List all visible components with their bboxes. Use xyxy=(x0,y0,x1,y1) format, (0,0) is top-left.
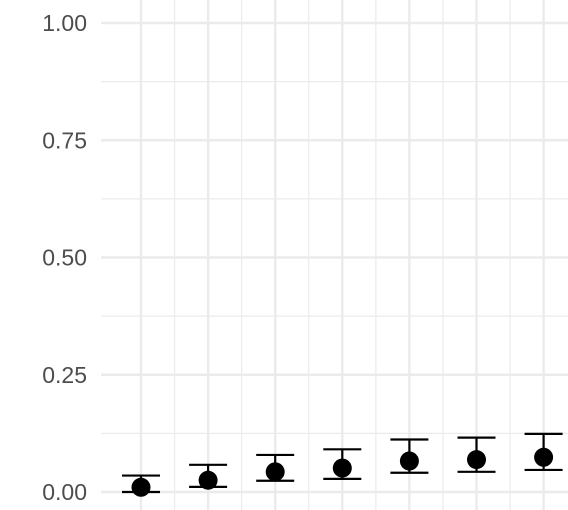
data-point xyxy=(332,458,352,478)
data-point xyxy=(198,470,218,490)
y-tick-label: 0.00 xyxy=(42,479,87,505)
y-tick-label: 0.25 xyxy=(42,362,87,388)
data-point xyxy=(131,477,151,497)
data-point xyxy=(399,451,419,471)
y-tick-label: 1.00 xyxy=(42,10,87,36)
grid-minor xyxy=(101,0,568,510)
y-axis-tick-labels: 0.00 0.25 0.50 0.75 1.00 xyxy=(42,10,87,505)
grid-major xyxy=(101,0,568,510)
y-tick-label: 0.75 xyxy=(42,127,87,153)
data-point xyxy=(467,450,486,470)
y-tick-label: 0.50 xyxy=(42,245,87,271)
data-points xyxy=(131,447,554,497)
data-point xyxy=(534,447,554,467)
data-point xyxy=(265,462,285,482)
